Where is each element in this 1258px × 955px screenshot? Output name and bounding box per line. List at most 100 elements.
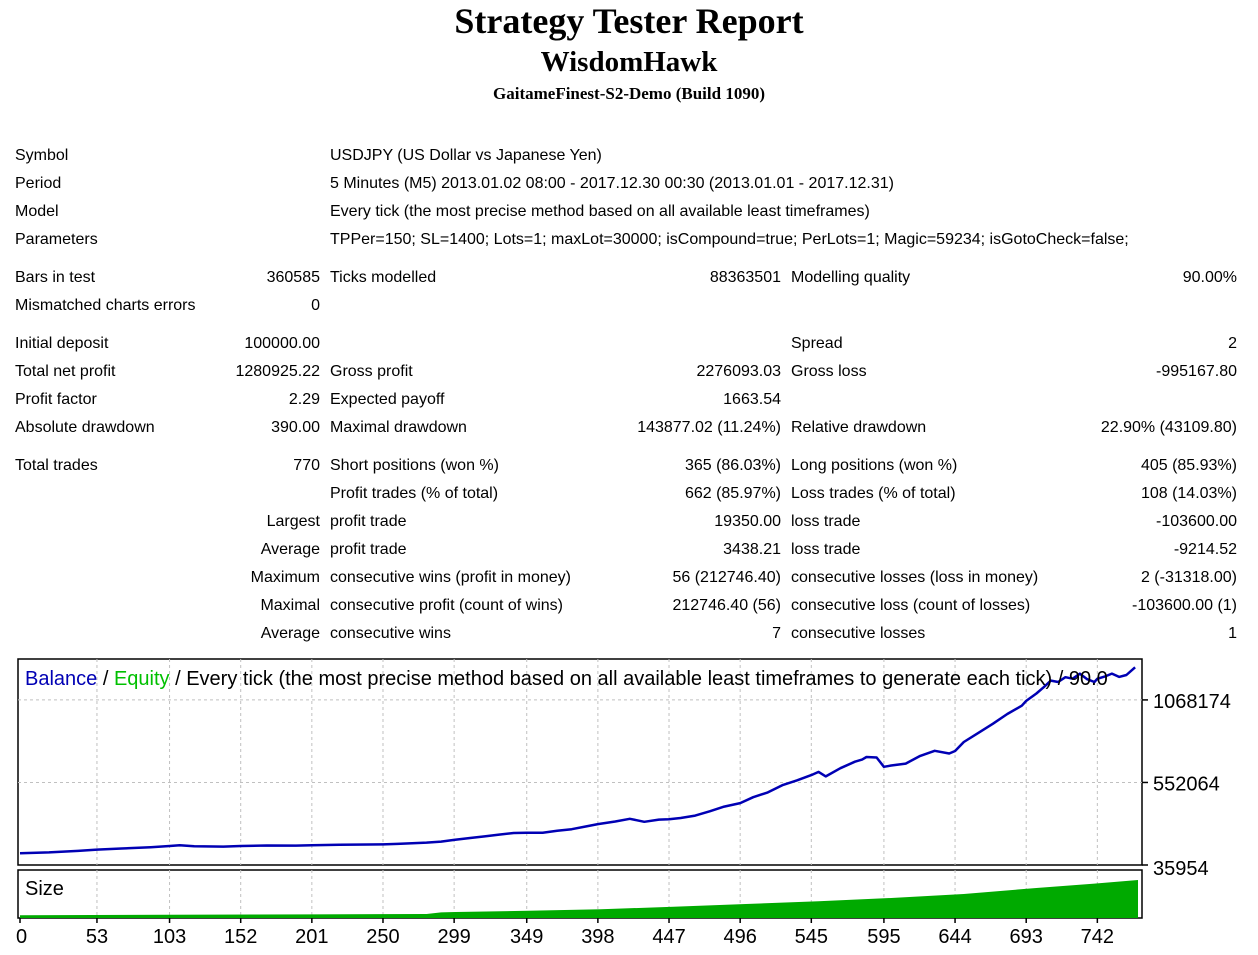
deposit-label: Initial deposit bbox=[15, 335, 109, 352]
period-label: Period bbox=[15, 175, 62, 192]
relative-drawdown-label: Relative drawdown bbox=[791, 419, 927, 436]
average-profit-value: 3438.21 bbox=[723, 541, 781, 558]
x-tick-label: 250 bbox=[366, 926, 399, 948]
legend-balance: Balance bbox=[25, 668, 97, 690]
ticks-value: 88363501 bbox=[709, 269, 781, 286]
cons-profit-count-label: consecutive profit (count of wins) bbox=[330, 597, 563, 614]
legend-description: / Every tick (the most precise method ba… bbox=[170, 668, 1108, 690]
cons-losses-money-value: 2 (-31318.00) bbox=[1140, 569, 1237, 586]
model-label: Model bbox=[15, 203, 59, 220]
row-profit-trades: Profit trades (% of total) 662 (85.97%) L… bbox=[10, 480, 1242, 508]
row-deposit: Initial deposit 100000.00 Spread 2 bbox=[10, 330, 1242, 358]
x-tick-label: 53 bbox=[86, 926, 108, 948]
balance-chart: 1068174 552064 35954 0 53 103 152 201 250 299 349 3… bbox=[16, 657, 1258, 950]
chart-legend: Balance / Equity / Every tick (the most … bbox=[25, 668, 1108, 690]
loss-trades-value: 108 (14.03%) bbox=[1140, 485, 1237, 502]
maximal-drawdown-label: Maximal drawdown bbox=[330, 419, 467, 436]
largest-loss-label: loss trade bbox=[791, 513, 861, 530]
absolute-drawdown-label: Absolute drawdown bbox=[15, 419, 155, 436]
profit-factor-value: 2.29 bbox=[288, 391, 320, 408]
x-tick-label: 693 bbox=[1010, 926, 1043, 948]
cons-wins-money-label: consecutive wins (profit in money) bbox=[330, 569, 571, 586]
mismatch-value: 0 bbox=[311, 297, 320, 314]
net-profit-label: Total net profit bbox=[15, 363, 116, 380]
x-tick-label: 201 bbox=[295, 926, 328, 948]
row-maximum: Maximum consecutive wins (profit in mone… bbox=[10, 564, 1242, 592]
row-bars: Bars in test 360585 Ticks modelled 8836350… bbox=[10, 264, 1242, 292]
symbol-value: USDJPY (US Dollar vs Japanese Yen) bbox=[330, 147, 602, 164]
row-period: Period 5 Minutes (M5) 2013.01.02 08:00 -… bbox=[10, 170, 1242, 198]
ticks-label: Ticks modelled bbox=[330, 269, 437, 286]
balance-chart-svg: 1068174 552064 35954 0 53 103 152 201 250 299 349 3… bbox=[16, 658, 1231, 948]
net-profit-value: 1280925.22 bbox=[235, 363, 320, 380]
parameters-value: TPPer=150; SL=1400; Lots=1; maxLot=30000… bbox=[330, 231, 1129, 248]
cons-losses-money-label: consecutive losses (loss in money) bbox=[791, 569, 1039, 586]
row-net-profit: Total net profit 1280925.22 Gross profit 2… bbox=[10, 358, 1242, 386]
report-table: Symbol USDJPY (US Dollar vs Japanese Yen… bbox=[10, 142, 1242, 648]
x-tick-label: 742 bbox=[1081, 926, 1114, 948]
largest-profit-label: profit trade bbox=[330, 513, 407, 530]
row-parameters: Parameters TPPer=150; SL=1400; Lots=1; m… bbox=[10, 226, 1242, 254]
short-positions-value: 365 (86.03%) bbox=[684, 457, 781, 474]
expected-payoff-value: 1663.54 bbox=[723, 391, 781, 408]
x-tick-label: 398 bbox=[581, 926, 614, 948]
row-average-consecutive: Average consecutive wins 7 consecutive lo… bbox=[10, 620, 1242, 648]
x-tick-label: 152 bbox=[224, 926, 257, 948]
average-loss-label: loss trade bbox=[791, 541, 861, 558]
x-tick-label: 595 bbox=[867, 926, 900, 948]
size-label: Size bbox=[25, 878, 64, 900]
y-tick-label: 1068174 bbox=[1153, 691, 1231, 713]
x-tick-label: 0 bbox=[16, 926, 27, 948]
x-tick-label: 496 bbox=[723, 926, 756, 948]
long-positions-label: Long positions (won %) bbox=[791, 457, 958, 474]
legend-separator: / bbox=[97, 668, 114, 690]
absolute-drawdown-value: 390.00 bbox=[271, 419, 320, 436]
row-total-trades: Total trades 770 Short positions (won %) 3… bbox=[10, 452, 1242, 480]
period-value: 5 Minutes (M5) 2013.01.02 08:00 - 2017.1… bbox=[330, 175, 894, 192]
average-profit-label: profit trade bbox=[330, 541, 407, 558]
cons-loss-count-value: -103600.00 (1) bbox=[1132, 597, 1237, 614]
parameters-label: Parameters bbox=[15, 231, 98, 248]
mismatch-label: Mismatched charts errors bbox=[15, 297, 196, 314]
symbol-label: Symbol bbox=[15, 147, 69, 164]
x-tick-label: 644 bbox=[938, 926, 971, 948]
y-tick-label: 35954 bbox=[1153, 858, 1209, 880]
legend-equity: Equity bbox=[114, 668, 170, 690]
cons-loss-count-label: consecutive loss (count of losses) bbox=[791, 597, 1031, 614]
cons-wins-label: consecutive wins bbox=[330, 625, 451, 642]
row-mismatch: Mismatched charts errors 0 bbox=[10, 292, 1242, 320]
largest-loss-value: -103600.00 bbox=[1156, 513, 1237, 530]
row-drawdown: Absolute drawdown 390.00 Maximal drawdown… bbox=[10, 414, 1242, 442]
expected-payoff-label: Expected payoff bbox=[330, 391, 445, 408]
average-loss-value: -9214.52 bbox=[1173, 541, 1237, 558]
maximum-label: Maximum bbox=[250, 569, 320, 586]
cons-wins-money-value: 56 (212746.40) bbox=[672, 569, 781, 586]
cons-wins-value: 7 bbox=[772, 625, 781, 642]
profit-factor-label: Profit factor bbox=[15, 391, 97, 408]
y-tick-label: 552064 bbox=[1153, 773, 1220, 795]
relative-drawdown-value: 22.90% (43109.80) bbox=[1100, 419, 1237, 436]
model-value: Every tick (the most precise method base… bbox=[330, 203, 870, 220]
bars-value: 360585 bbox=[266, 269, 320, 286]
gross-loss-value: -995167.80 bbox=[1156, 363, 1237, 380]
x-tick-label: 545 bbox=[795, 926, 828, 948]
row-average: Average profit trade 3438.21 loss trade -… bbox=[10, 536, 1242, 564]
server-build: GaitameFinest-S2-Demo (Build 1090) bbox=[493, 84, 765, 103]
cons-profit-count-value: 212746.40 (56) bbox=[672, 597, 781, 614]
average-cons-label: Average bbox=[260, 625, 320, 642]
x-tick-label: 103 bbox=[153, 926, 186, 948]
gross-profit-value: 2276093.03 bbox=[696, 363, 781, 380]
x-tick-label: 447 bbox=[652, 926, 685, 948]
long-positions-value: 405 (85.93%) bbox=[1140, 457, 1237, 474]
expert-name: WisdomHawk bbox=[540, 46, 718, 78]
report-title: Strategy Tester Report bbox=[454, 1, 804, 41]
balance-line bbox=[19, 666, 1136, 855]
loss-trades-label: Loss trades (% of total) bbox=[791, 485, 956, 502]
row-symbol: Symbol USDJPY (US Dollar vs Japanese Yen… bbox=[10, 142, 1242, 170]
quality-label: Modelling quality bbox=[791, 269, 911, 286]
row-maximal: Maximal consecutive profit (count of win… bbox=[10, 592, 1242, 620]
row-largest: Largest profit trade 19350.00 loss trade … bbox=[10, 508, 1242, 536]
maximal-label: Maximal bbox=[260, 597, 320, 614]
average-label: Average bbox=[260, 541, 320, 558]
row-profit-factor: Profit factor 2.29 Expected payoff 1663.54 bbox=[10, 386, 1242, 414]
